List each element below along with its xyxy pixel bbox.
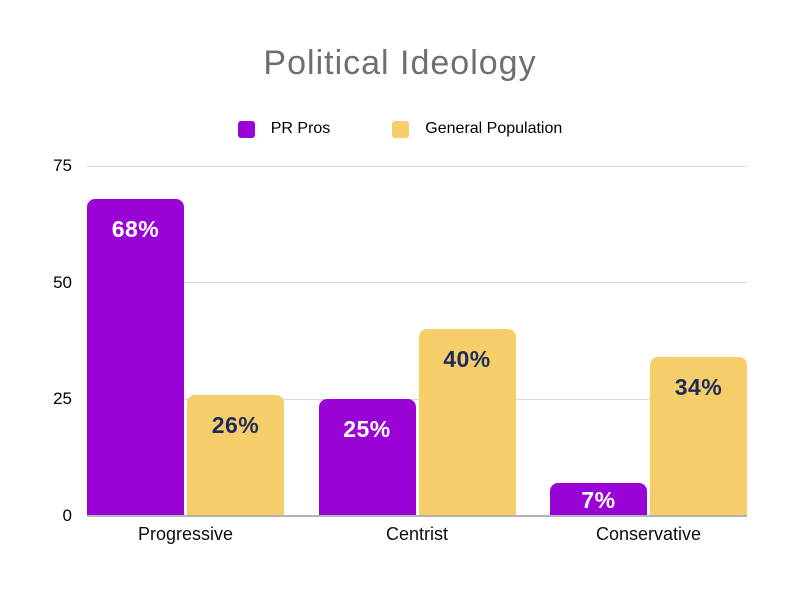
bar-centrist-general-population: 40% [418,329,516,516]
bar-conservative-pr-pros: 7% [550,483,647,516]
legend-swatch-pr-pros [237,120,255,138]
legend-label-general-population: General Population [425,120,563,137]
bar-value-label: 25% [343,416,391,443]
gridline-75 [87,165,747,167]
bar-centrist-pr-pros: 25% [318,399,416,516]
bar-value-label: 34% [674,374,723,401]
x-axis: Progressive Centrist Conservative [87,524,747,554]
bar-value-label: 68% [111,215,160,242]
x-axis-baseline [87,515,747,517]
legend-swatch-general-population [392,120,410,138]
bar-conservative-general-population: 34% [650,357,747,516]
x-category-label-centrist: Centrist [385,524,448,544]
y-tick-label-25: 25 [53,389,72,409]
bar-value-label: 26% [211,411,260,438]
y-tick-label-50: 50 [53,272,72,292]
gridline-50 [87,282,747,284]
bar-progressive-general-population: 26% [187,394,284,516]
bar-value-label: 40% [443,346,491,373]
y-tick-label-75: 75 [53,156,72,175]
x-category-label-progressive: Progressive [137,524,234,544]
x-category-label-conservative: Conservative [595,524,702,544]
legend-label-pr-pros: PR Pros [270,120,331,137]
chart-title: Political Ideology [263,44,537,82]
y-tick-label-0: 0 [62,506,72,525]
legend-item-general-population: General Population [392,120,562,138]
bar-progressive-pr-pros: 68% [87,198,184,516]
bar-value-label: 7% [581,486,616,513]
plot-area: 68% 26% 25% 40% 7% 34% [87,165,747,517]
legend-item-pr-pros: PR Pros [237,120,331,138]
gridline-25 [87,398,747,400]
y-axis: 0 25 50 75 [0,156,72,525]
chart-legend: PR Pros General Population [0,120,800,138]
